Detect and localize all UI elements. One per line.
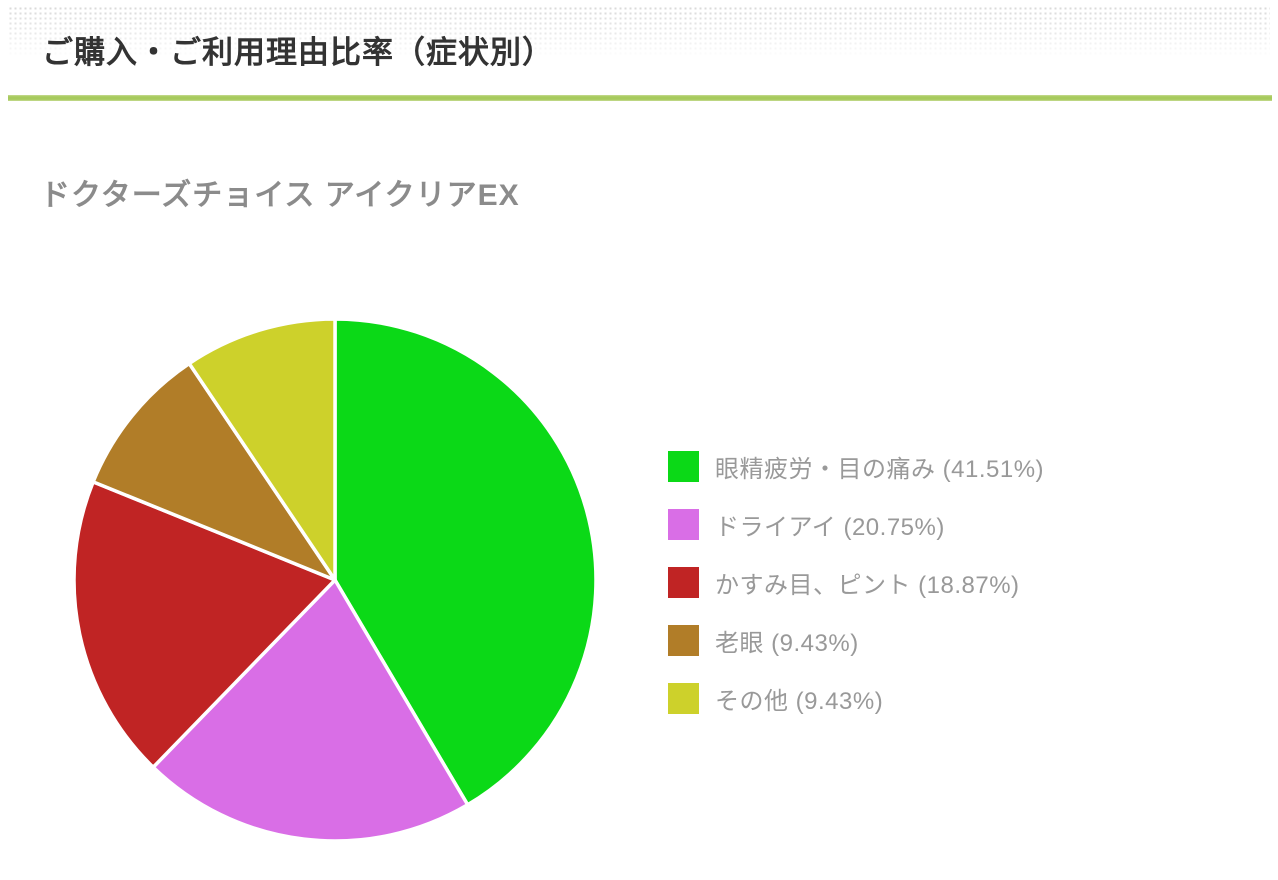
legend-swatch-2: [668, 567, 699, 598]
pie-svg: [72, 317, 598, 843]
legend-item-3[interactable]: 老眼 (9.43%): [668, 625, 1044, 657]
legend-item-0[interactable]: 眼精疲労・目の痛み (41.51%): [668, 451, 1045, 483]
pie-slice-4[interactable]: [187, 317, 337, 582]
legend-item-1[interactable]: ドライアイ (20.75%): [668, 509, 1044, 541]
pie-slice-3[interactable]: [91, 361, 337, 582]
header-texture: [8, 6, 1270, 58]
pie-slice-1[interactable]: [151, 578, 470, 843]
legend-swatch-3: [668, 625, 699, 656]
pie-slice-0[interactable]: [333, 317, 598, 807]
legend-swatch-0: [668, 451, 699, 482]
chart-title: ドクターズチョイス アイクリアEX: [40, 179, 520, 212]
legend-label-4: その他 (9.43%): [715, 688, 884, 715]
legend-item-4[interactable]: その他 (9.43%): [668, 683, 1044, 715]
legend-item-2[interactable]: かすみ目、ピント (18.87%): [668, 567, 1044, 599]
pie-slice-2[interactable]: [72, 480, 337, 769]
header-divider: [8, 95, 1272, 101]
legend-swatch-4: [668, 683, 699, 714]
pie-chart: [69, 314, 601, 846]
page-title: ご購入・ご利用理由比率（症状別）: [42, 35, 554, 70]
legend-swatch-1: [668, 509, 699, 540]
legend-label-2: かすみ目、ピント (18.87%): [715, 572, 1020, 599]
legend-label-3: 老眼 (9.43%): [715, 630, 859, 657]
chart-legend: 眼精疲労・目の痛み (41.51%) ドライアイ (20.75%) かすみ目、ピント…: [668, 451, 1044, 741]
legend-label-0: 眼精疲労・目の痛み (41.51%): [715, 456, 1045, 483]
legend-label-1: ドライアイ (20.75%): [715, 514, 945, 541]
